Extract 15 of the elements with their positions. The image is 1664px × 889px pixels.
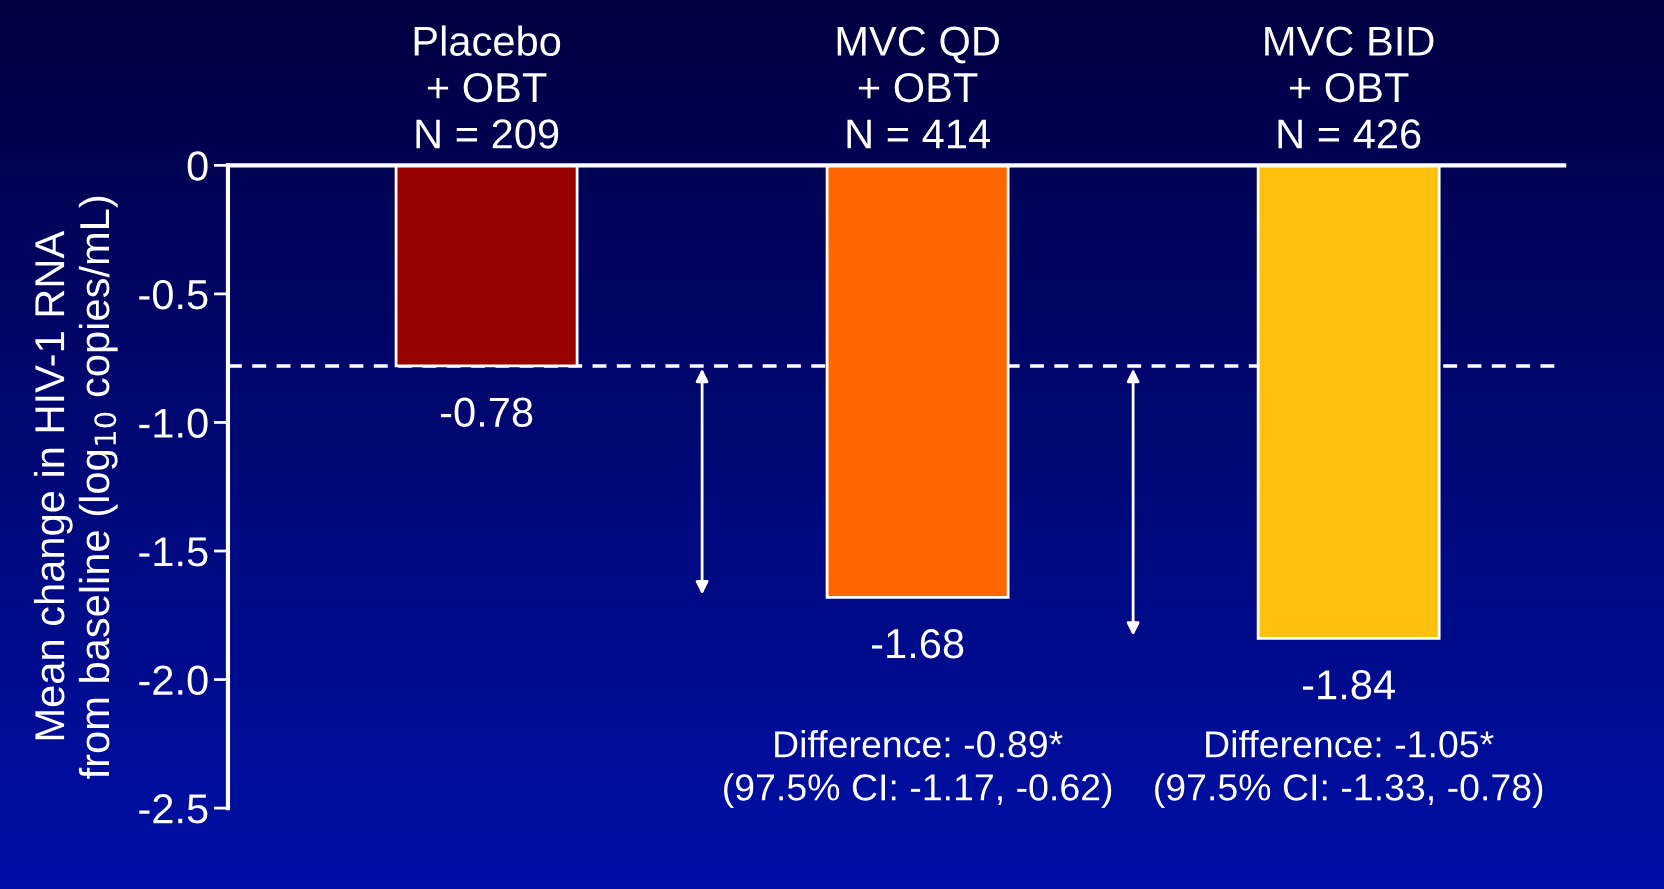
x-tick-label: MVC QD + OBT N = 414 bbox=[837, 26, 999, 149]
y-tick-label: -0.5 bbox=[139, 279, 208, 310]
annotation: Difference: -1.05* (97.5% CI: -1.33, -0.78) bbox=[1155, 730, 1543, 809]
y-tick-label: -1.0 bbox=[139, 408, 208, 438]
data-label: -1.68 bbox=[871, 628, 964, 659]
x-tick-label: MVC BID + OBT N = 426 bbox=[1265, 26, 1434, 149]
y-axis-title: Mean change in HIV-1 RNA from baseline (log$_{10}$ copies/mL) bbox=[33, 196, 118, 779]
data-label: -0.78 bbox=[440, 397, 533, 428]
y-tick-label: -2.5 bbox=[139, 794, 208, 824]
x-tick-label: Placebo + OBT N = 209 bbox=[414, 25, 561, 149]
y-tick-label: -2.0 bbox=[139, 665, 208, 696]
y-tick-label: 0 bbox=[187, 151, 208, 181]
y-tick-label: -1.5 bbox=[139, 537, 208, 567]
annotation: Difference: -0.89* (97.5% CI: -1.17, -0.62) bbox=[724, 730, 1112, 809]
data-label: -1.84 bbox=[1303, 670, 1395, 700]
